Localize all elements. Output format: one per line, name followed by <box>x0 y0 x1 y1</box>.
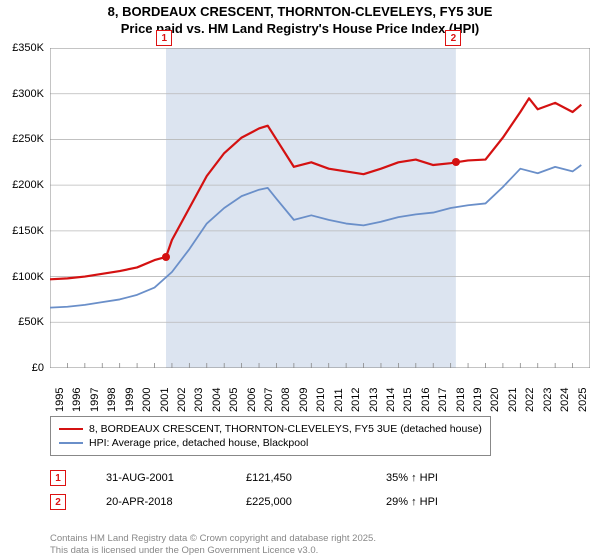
y-tick-label: £350K <box>12 42 44 54</box>
marker-label-box: 2 <box>445 30 461 46</box>
legend-label: 8, BORDEAUX CRESCENT, THORNTON-CLEVELEYS… <box>89 423 482 435</box>
chart-container: 8, BORDEAUX CRESCENT, THORNTON-CLEVELEYS… <box>0 0 600 560</box>
y-tick-label: £250K <box>12 133 44 145</box>
marker-label-box: 1 <box>156 30 172 46</box>
legend: 8, BORDEAUX CRESCENT, THORNTON-CLEVELEYS… <box>50 416 491 456</box>
x-tick-label: 2020 <box>489 388 501 412</box>
legend-swatch <box>59 428 83 431</box>
footer-line-1: Contains HM Land Registry data © Crown c… <box>50 533 376 544</box>
x-tick-label: 2007 <box>263 388 275 412</box>
legend-item: 8, BORDEAUX CRESCENT, THORNTON-CLEVELEYS… <box>59 423 482 435</box>
marker-dot <box>452 158 460 166</box>
x-tick-label: 2009 <box>298 388 310 412</box>
x-tick-label: 2002 <box>176 388 188 412</box>
x-tick-label: 2005 <box>228 388 240 412</box>
legend-item: HPI: Average price, detached house, Blac… <box>59 437 482 449</box>
x-tick-label: 2019 <box>472 388 484 412</box>
x-tick-label: 2008 <box>280 388 292 412</box>
legend-swatch <box>59 442 83 445</box>
x-tick-label: 2004 <box>211 388 223 412</box>
y-tick-label: £50K <box>18 316 44 328</box>
plot-svg <box>50 48 590 368</box>
markers-table: 1 31-AUG-2001 £121,450 35% ↑ HPI 2 20-APR-201… <box>50 470 486 518</box>
x-tick-label: 2003 <box>193 388 205 412</box>
x-tick-label: 1996 <box>71 388 83 412</box>
x-tick-label: 2012 <box>350 388 362 412</box>
title-line-2: Price paid vs. HM Land Registry's House … <box>0 21 600 38</box>
y-tick-label: £100K <box>12 271 44 283</box>
title-line-1: 8, BORDEAUX CRESCENT, THORNTON-CLEVELEYS… <box>0 4 600 21</box>
marker-price: £121,450 <box>246 472 346 484</box>
x-tick-label: 2017 <box>437 388 449 412</box>
marker-date: 31-AUG-2001 <box>106 472 206 484</box>
y-tick-label: £200K <box>12 179 44 191</box>
x-tick-label: 2015 <box>402 388 414 412</box>
x-tick-label: 2006 <box>246 388 258 412</box>
marker-delta: 35% ↑ HPI <box>386 472 486 484</box>
y-tick-label: £150K <box>12 225 44 237</box>
marker-delta: 29% ↑ HPI <box>386 496 486 508</box>
x-tick-label: 1997 <box>89 388 101 412</box>
marker-id-box: 1 <box>50 470 66 486</box>
footer: Contains HM Land Registry data © Crown c… <box>50 533 376 556</box>
x-tick-label: 2024 <box>559 388 571 412</box>
y-axis: £0£50K£100K£150K£200K£250K£300K£350K <box>0 48 48 368</box>
footer-line-2: This data is licensed under the Open Gov… <box>50 545 376 556</box>
x-tick-label: 2001 <box>159 388 171 412</box>
x-tick-label: 2025 <box>577 388 589 412</box>
x-tick-label: 2011 <box>333 388 345 412</box>
marker-row: 1 31-AUG-2001 £121,450 35% ↑ HPI <box>50 470 486 486</box>
y-tick-label: £0 <box>32 362 44 374</box>
y-tick-label: £300K <box>12 88 44 100</box>
x-tick-label: 2021 <box>507 388 519 412</box>
chart-title: 8, BORDEAUX CRESCENT, THORNTON-CLEVELEYS… <box>0 0 600 38</box>
x-tick-label: 2022 <box>524 388 536 412</box>
x-tick-label: 2023 <box>542 388 554 412</box>
legend-label: HPI: Average price, detached house, Blac… <box>89 437 308 449</box>
marker-price: £225,000 <box>246 496 346 508</box>
marker-date: 20-APR-2018 <box>106 496 206 508</box>
marker-id-box: 2 <box>50 494 66 510</box>
x-tick-label: 1998 <box>106 388 118 412</box>
x-tick-label: 1999 <box>124 388 136 412</box>
marker-dot <box>162 253 170 261</box>
x-axis: 1995 1996 1997 1998 1999 2000 2001 2002 2003 2004… <box>50 370 590 410</box>
x-tick-label: 2014 <box>385 388 397 412</box>
x-tick-label: 2000 <box>141 388 153 412</box>
x-tick-label: 2016 <box>420 388 432 412</box>
marker-row: 2 20-APR-2018 £225,000 29% ↑ HPI <box>50 494 486 510</box>
x-tick-label: 2018 <box>455 388 467 412</box>
plot-area: 12 <box>50 48 590 368</box>
x-tick-label: 2010 <box>315 388 327 412</box>
x-tick-label: 1995 <box>54 388 66 412</box>
x-tick-label: 2013 <box>368 388 380 412</box>
